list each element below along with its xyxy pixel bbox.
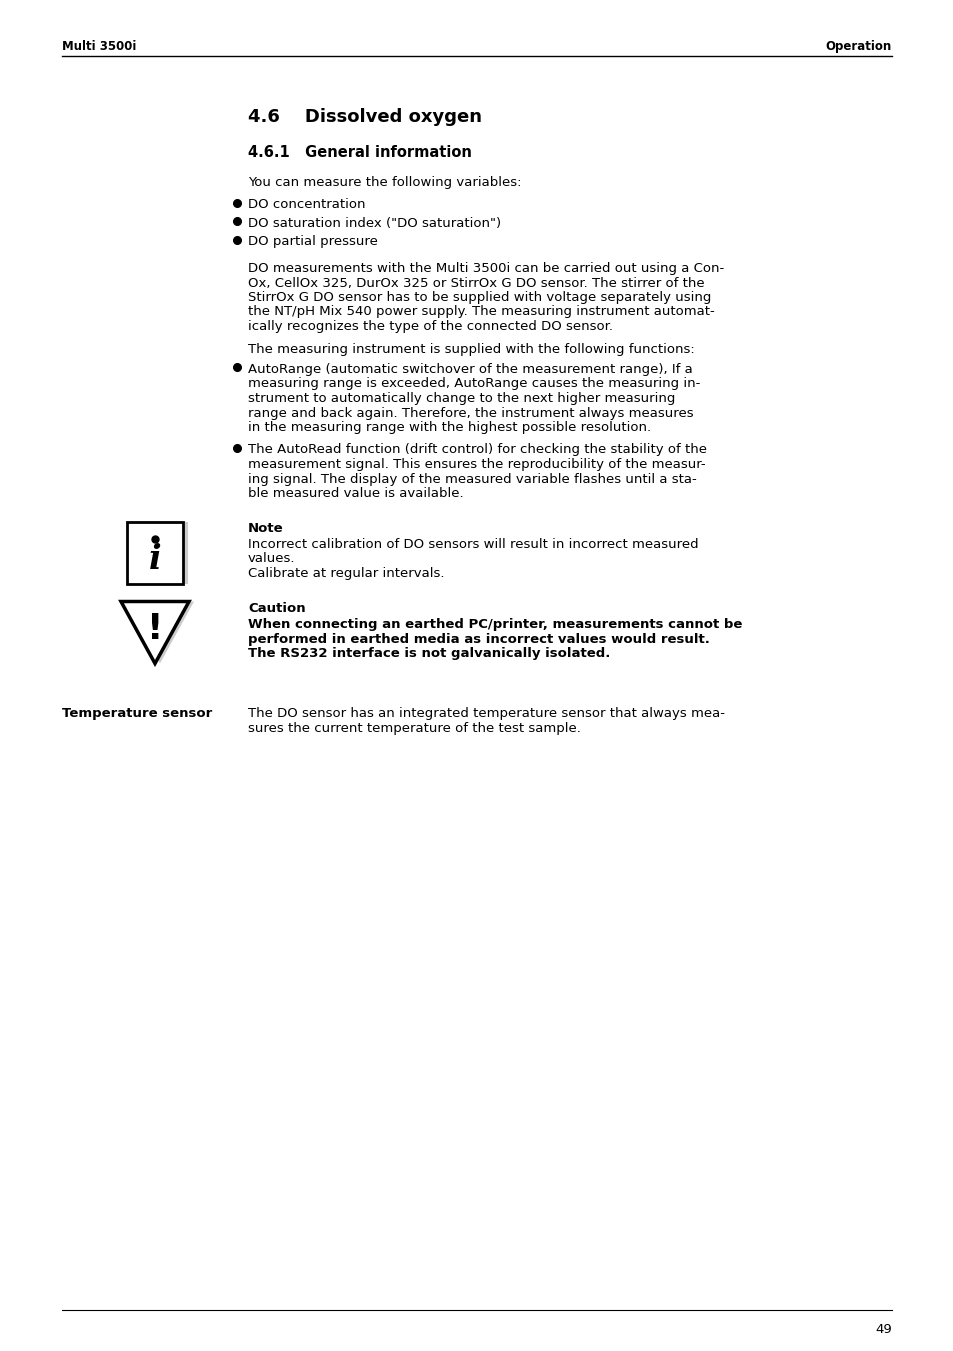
Text: 49: 49 <box>874 1323 891 1336</box>
Polygon shape <box>126 601 193 663</box>
Text: range and back again. Therefore, the instrument always measures: range and back again. Therefore, the ins… <box>248 407 693 420</box>
Text: The AutoRead function (drift control) for checking the stability of the: The AutoRead function (drift control) fo… <box>248 443 706 457</box>
Text: i: i <box>149 543 161 577</box>
Text: ing signal. The display of the measured variable flashes until a sta-: ing signal. The display of the measured … <box>248 473 696 485</box>
Text: Caution: Caution <box>248 601 305 615</box>
Text: The RS232 interface is not galvanically isolated.: The RS232 interface is not galvanically … <box>248 647 610 661</box>
Text: performed in earthed media as incorrect values would result.: performed in earthed media as incorrect … <box>248 632 709 646</box>
Text: values.: values. <box>248 553 295 566</box>
Text: Incorrect calibration of DO sensors will result in incorrect measured: Incorrect calibration of DO sensors will… <box>248 538 698 551</box>
Text: Calibrate at regular intervals.: Calibrate at regular intervals. <box>248 567 444 580</box>
Text: 4.6    Dissolved oxygen: 4.6 Dissolved oxygen <box>248 108 481 126</box>
Text: sures the current temperature of the test sample.: sures the current temperature of the tes… <box>248 721 580 735</box>
Text: Operation: Operation <box>825 41 891 53</box>
Text: The measuring instrument is supplied with the following functions:: The measuring instrument is supplied wit… <box>248 343 694 355</box>
Text: the NT/pH Mix 540 power supply. The measuring instrument automat-: the NT/pH Mix 540 power supply. The meas… <box>248 305 714 319</box>
Polygon shape <box>121 601 189 663</box>
Text: StirrOx G DO sensor has to be supplied with voltage separately using: StirrOx G DO sensor has to be supplied w… <box>248 290 711 304</box>
Text: ble measured value is available.: ble measured value is available. <box>248 486 463 500</box>
Text: in the measuring range with the highest possible resolution.: in the measuring range with the highest … <box>248 422 651 434</box>
Text: Note: Note <box>248 521 283 535</box>
Text: !: ! <box>147 612 163 646</box>
Text: Multi 3500i: Multi 3500i <box>62 41 136 53</box>
Text: DO concentration: DO concentration <box>248 199 365 212</box>
Text: 4.6.1   General information: 4.6.1 General information <box>248 145 472 159</box>
Text: Temperature sensor: Temperature sensor <box>62 708 212 720</box>
Text: AutoRange (automatic switchover of the measurement range), If a: AutoRange (automatic switchover of the m… <box>248 363 692 376</box>
Text: Ox, CellOx 325, DurOx 325 or StirrOx G DO sensor. The stirrer of the: Ox, CellOx 325, DurOx 325 or StirrOx G D… <box>248 277 704 289</box>
Text: When connecting an earthed PC/printer, measurements cannot be: When connecting an earthed PC/printer, m… <box>248 617 741 631</box>
Text: ically recognizes the type of the connected DO sensor.: ically recognizes the type of the connec… <box>248 320 613 332</box>
FancyBboxPatch shape <box>127 521 183 584</box>
Text: DO partial pressure: DO partial pressure <box>248 235 377 249</box>
Text: DO measurements with the Multi 3500i can be carried out using a Con-: DO measurements with the Multi 3500i can… <box>248 262 723 276</box>
Text: The DO sensor has an integrated temperature sensor that always mea-: The DO sensor has an integrated temperat… <box>248 708 724 720</box>
Text: measuring range is exceeded, AutoRange causes the measuring in-: measuring range is exceeded, AutoRange c… <box>248 377 700 390</box>
Text: measurement signal. This ensures the reproducibility of the measur-: measurement signal. This ensures the rep… <box>248 458 705 471</box>
Text: You can measure the following variables:: You can measure the following variables: <box>248 176 521 189</box>
FancyBboxPatch shape <box>132 521 188 584</box>
Text: strument to automatically change to the next higher measuring: strument to automatically change to the … <box>248 392 675 405</box>
Text: DO saturation index ("DO saturation"): DO saturation index ("DO saturation") <box>248 218 500 230</box>
